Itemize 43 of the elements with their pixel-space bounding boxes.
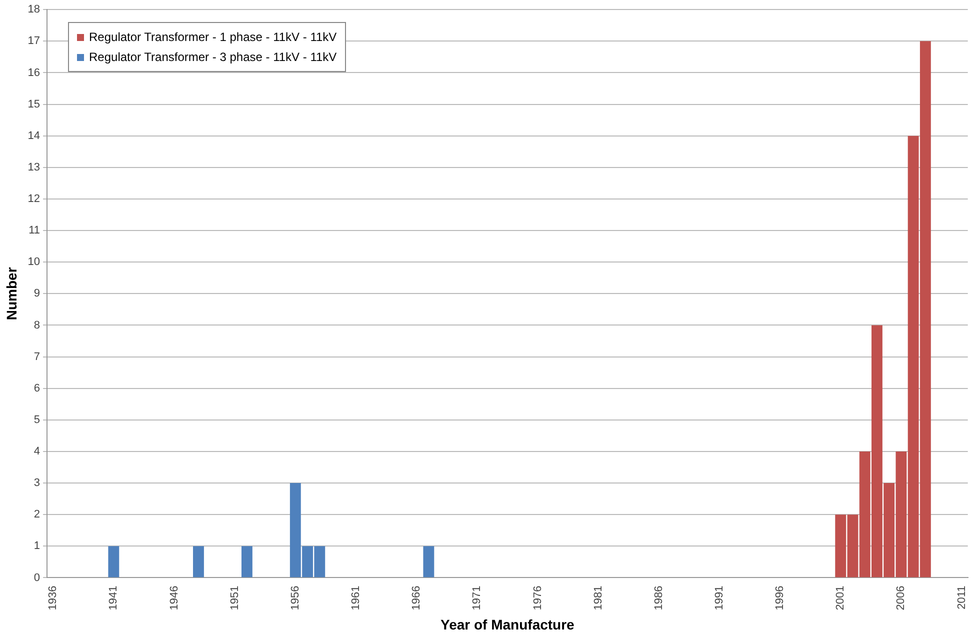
x-tick-label: 1951 (228, 586, 241, 610)
x-tick-label: 1956 (289, 586, 302, 610)
y-tick-label: 16 (28, 66, 40, 79)
x-tick-label: 1976 (532, 586, 544, 610)
x-tick-label: 1961 (350, 586, 362, 610)
x-tick-label: 1941 (108, 586, 120, 610)
legend-label: Regulator Transformer - 1 phase - 11kV - 11kV (89, 29, 337, 46)
y-tick-label: 13 (28, 161, 40, 174)
y-tick-label: 12 (28, 193, 40, 206)
y-tick-label: 7 (34, 350, 40, 363)
y-tick-label: 10 (28, 256, 40, 268)
x-tick-label: 1936 (47, 586, 60, 610)
x-tick-label: 1996 (774, 586, 786, 610)
x-tick-label: 2011 (956, 586, 968, 610)
legend-label: Regulator Transformer - 3 phase - 11kV - 11kV (89, 49, 337, 66)
y-tick-label: 17 (28, 35, 40, 48)
x-tick-label: 1971 (471, 586, 484, 610)
x-tick-label: 1991 (713, 586, 726, 610)
y-axis-title: Number (3, 266, 20, 320)
x-tick-label: 1966 (410, 586, 423, 610)
y-tick-label: 6 (34, 382, 40, 394)
x-tick-label: 1946 (168, 586, 180, 610)
x-tick-label: 1986 (652, 586, 665, 610)
y-tick-label: 11 (28, 224, 40, 237)
y-tick-label: 3 (34, 477, 40, 490)
y-tick-label: 2 (34, 508, 40, 521)
x-tick-label: 1981 (592, 586, 604, 610)
y-tick-label: 4 (34, 446, 40, 458)
y-tick-label: 9 (34, 288, 40, 300)
y-tick-label: 8 (34, 319, 40, 332)
y-tick-label: 15 (28, 98, 40, 110)
bar (108, 546, 120, 578)
y-tick-label: 18 (28, 4, 40, 16)
y-tick-label: 1 (34, 540, 40, 552)
y-tick-label: 0 (34, 572, 40, 584)
x-tick-label: 2006 (895, 586, 908, 610)
bar (193, 546, 204, 578)
x-axis-title: Year of Manufacture (440, 616, 575, 632)
bar (241, 546, 252, 578)
x-tick-label: 2001 (834, 586, 847, 610)
bar (423, 546, 434, 578)
y-tick-label: 14 (28, 130, 40, 142)
y-tick-label: 5 (34, 414, 40, 426)
